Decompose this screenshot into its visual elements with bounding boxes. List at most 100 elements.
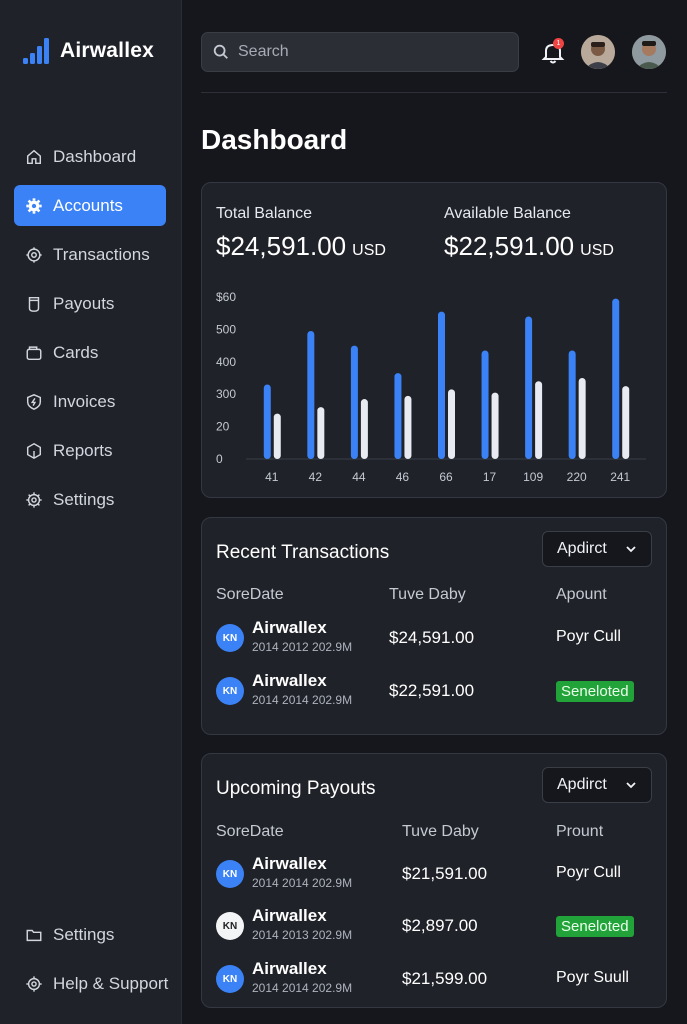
row-amount: $24,591.00 — [389, 628, 475, 647]
bar-primary[interactable] — [568, 350, 576, 459]
bar-secondary[interactable] — [491, 392, 499, 459]
sidebar-item-settings[interactable]: Settings — [14, 479, 166, 520]
sidebar-item-settings-bottom[interactable]: Settings — [14, 914, 180, 955]
search-bar[interactable] — [201, 32, 519, 72]
bar-secondary[interactable] — [578, 378, 586, 459]
upcoming-payouts-card: Upcoming Payouts Apdirct SoreDate Tuve D… — [201, 753, 667, 1008]
column-header[interactable]: Prount — [556, 823, 604, 840]
row-date: 2014 2014 202.9M — [252, 981, 353, 995]
y-tick-label: 20 — [216, 420, 230, 434]
sidebar-item-label: Transactions — [53, 244, 150, 264]
bar-primary[interactable] — [438, 311, 445, 459]
bar-primary[interactable] — [263, 384, 271, 459]
available-balance-value: $22,591.00 USD — [444, 231, 614, 262]
row-date: 2014 2012 202.9M — [252, 640, 353, 654]
available-balance-amount: $22,591.00 — [444, 231, 575, 261]
bar-primary[interactable] — [481, 350, 489, 459]
table-row[interactable]: KN Airwallex 2014 2014 202.9M $21,591.00… — [202, 852, 668, 898]
x-tick-label: 17 — [483, 470, 497, 484]
column-header[interactable]: Tuve Daby — [402, 823, 479, 840]
brand[interactable]: Airwallex — [22, 36, 154, 66]
bar-primary[interactable] — [612, 298, 620, 459]
table-row[interactable]: KN Airwallex 2014 2012 202.9M $24,591.00… — [202, 616, 668, 662]
avatar[interactable] — [581, 35, 615, 69]
transactions-filter-dropdown[interactable]: Apdirct — [542, 531, 652, 567]
row-status: Poyr Cull — [556, 864, 621, 881]
chevron-down-icon — [626, 782, 636, 789]
sidebar-item-accounts[interactable]: Accounts — [14, 185, 166, 226]
sidebar-item-payouts[interactable]: Payouts — [14, 283, 166, 324]
avatar[interactable] — [632, 35, 666, 69]
search-input[interactable] — [238, 43, 498, 61]
sidebar-item-invoices[interactable]: Invoices — [14, 381, 166, 422]
bar-secondary[interactable] — [404, 395, 412, 459]
x-tick-label: 220 — [567, 470, 587, 484]
sidebar-item-transactions[interactable]: Transactions — [14, 234, 166, 275]
sidebar-item-cards[interactable]: Cards — [14, 332, 166, 373]
cog-icon — [26, 246, 42, 263]
row-amount: $21,599.00 — [402, 969, 488, 988]
column-header[interactable]: SoreDate — [216, 823, 284, 840]
bar-secondary[interactable] — [360, 399, 368, 459]
table-row[interactable]: KN Airwallex 2014 2013 202.9M $2,897.00 … — [202, 904, 668, 950]
row-date: 2014 2014 202.9M — [252, 693, 353, 707]
table-row[interactable]: KN Airwallex 2014 2014 202.9M $21,599.00… — [202, 957, 668, 1003]
home-icon — [26, 149, 42, 164]
x-tick-label: 41 — [265, 470, 279, 484]
row-status: Poyr Cull — [556, 628, 621, 645]
main-content: 1 Dashboard Total Balance $24,591.00 USD … — [201, 0, 667, 1024]
payouts-filter-dropdown[interactable]: Apdirct — [542, 767, 652, 803]
sidebar-bottom-nav: Settings Help & Support — [14, 914, 180, 1012]
column-header[interactable]: Apount — [556, 586, 607, 603]
column-header[interactable]: SoreDate — [216, 586, 284, 603]
x-tick-label: 42 — [309, 470, 323, 484]
airwallex-icon: KN — [216, 912, 244, 940]
sidebar-nav: Dashboard Accounts Transactions Payouts … — [14, 136, 166, 528]
dropdown-label: Apdirct — [557, 540, 607, 557]
x-tick-label: 241 — [610, 470, 630, 484]
bar-secondary[interactable] — [273, 413, 281, 459]
airwallex-logo-icon — [23, 38, 49, 64]
row-name: Airwallex — [252, 906, 327, 925]
column-header[interactable]: Tuve Daby — [389, 586, 466, 603]
section-title: Recent Transactions — [216, 542, 390, 563]
sidebar-item-label: Cards — [53, 342, 99, 362]
bar-secondary[interactable] — [317, 407, 325, 459]
row-name: Airwallex — [252, 959, 327, 978]
sidebar-item-label: Accounts — [53, 195, 123, 215]
section-title: Upcoming Payouts — [216, 778, 376, 799]
jar-icon — [28, 296, 40, 312]
bar-secondary[interactable] — [448, 389, 455, 459]
status-badge: Seneloted — [556, 681, 634, 702]
x-tick-label: 44 — [352, 470, 366, 484]
bar-primary[interactable] — [307, 331, 315, 459]
bar-primary[interactable] — [525, 316, 533, 459]
available-balance-currency: USD — [580, 242, 614, 259]
airwallex-icon: KN — [216, 965, 244, 993]
bar-secondary[interactable] — [622, 386, 630, 459]
gear-icon — [26, 975, 42, 992]
sidebar-item-label: Reports — [53, 440, 113, 460]
bolt-shield-icon — [26, 393, 42, 410]
sidebar-item-label: Invoices — [53, 391, 116, 411]
row-amount: $22,591.00 — [389, 681, 475, 700]
hexagon-icon — [26, 442, 42, 459]
sidebar-item-dashboard[interactable]: Dashboard — [14, 136, 166, 177]
table-row[interactable]: KN Airwallex 2014 2014 202.9M $22,591.00… — [202, 669, 668, 715]
y-tick-label: 500 — [216, 322, 236, 336]
bar-primary[interactable] — [350, 345, 358, 459]
airwallex-icon: KN — [216, 677, 244, 705]
sidebar-item-help-support[interactable]: Help & Support — [14, 963, 180, 1004]
bar-secondary[interactable] — [535, 381, 543, 459]
sidebar-item-reports[interactable]: Reports — [14, 430, 166, 471]
y-tick-label: $60 — [216, 290, 236, 304]
status-badge: Seneloted — [556, 916, 634, 937]
sidebar-item-label: Dashboard — [53, 146, 137, 166]
x-tick-label: 46 — [396, 470, 410, 484]
bar-primary[interactable] — [394, 373, 402, 459]
row-amount: $21,591.00 — [402, 864, 488, 883]
y-tick-label: 0 — [216, 452, 223, 466]
sidebar-item-label: Help & Support — [53, 973, 169, 993]
gear-icon — [26, 491, 42, 508]
row-date: 2014 2014 202.9M — [252, 876, 353, 890]
